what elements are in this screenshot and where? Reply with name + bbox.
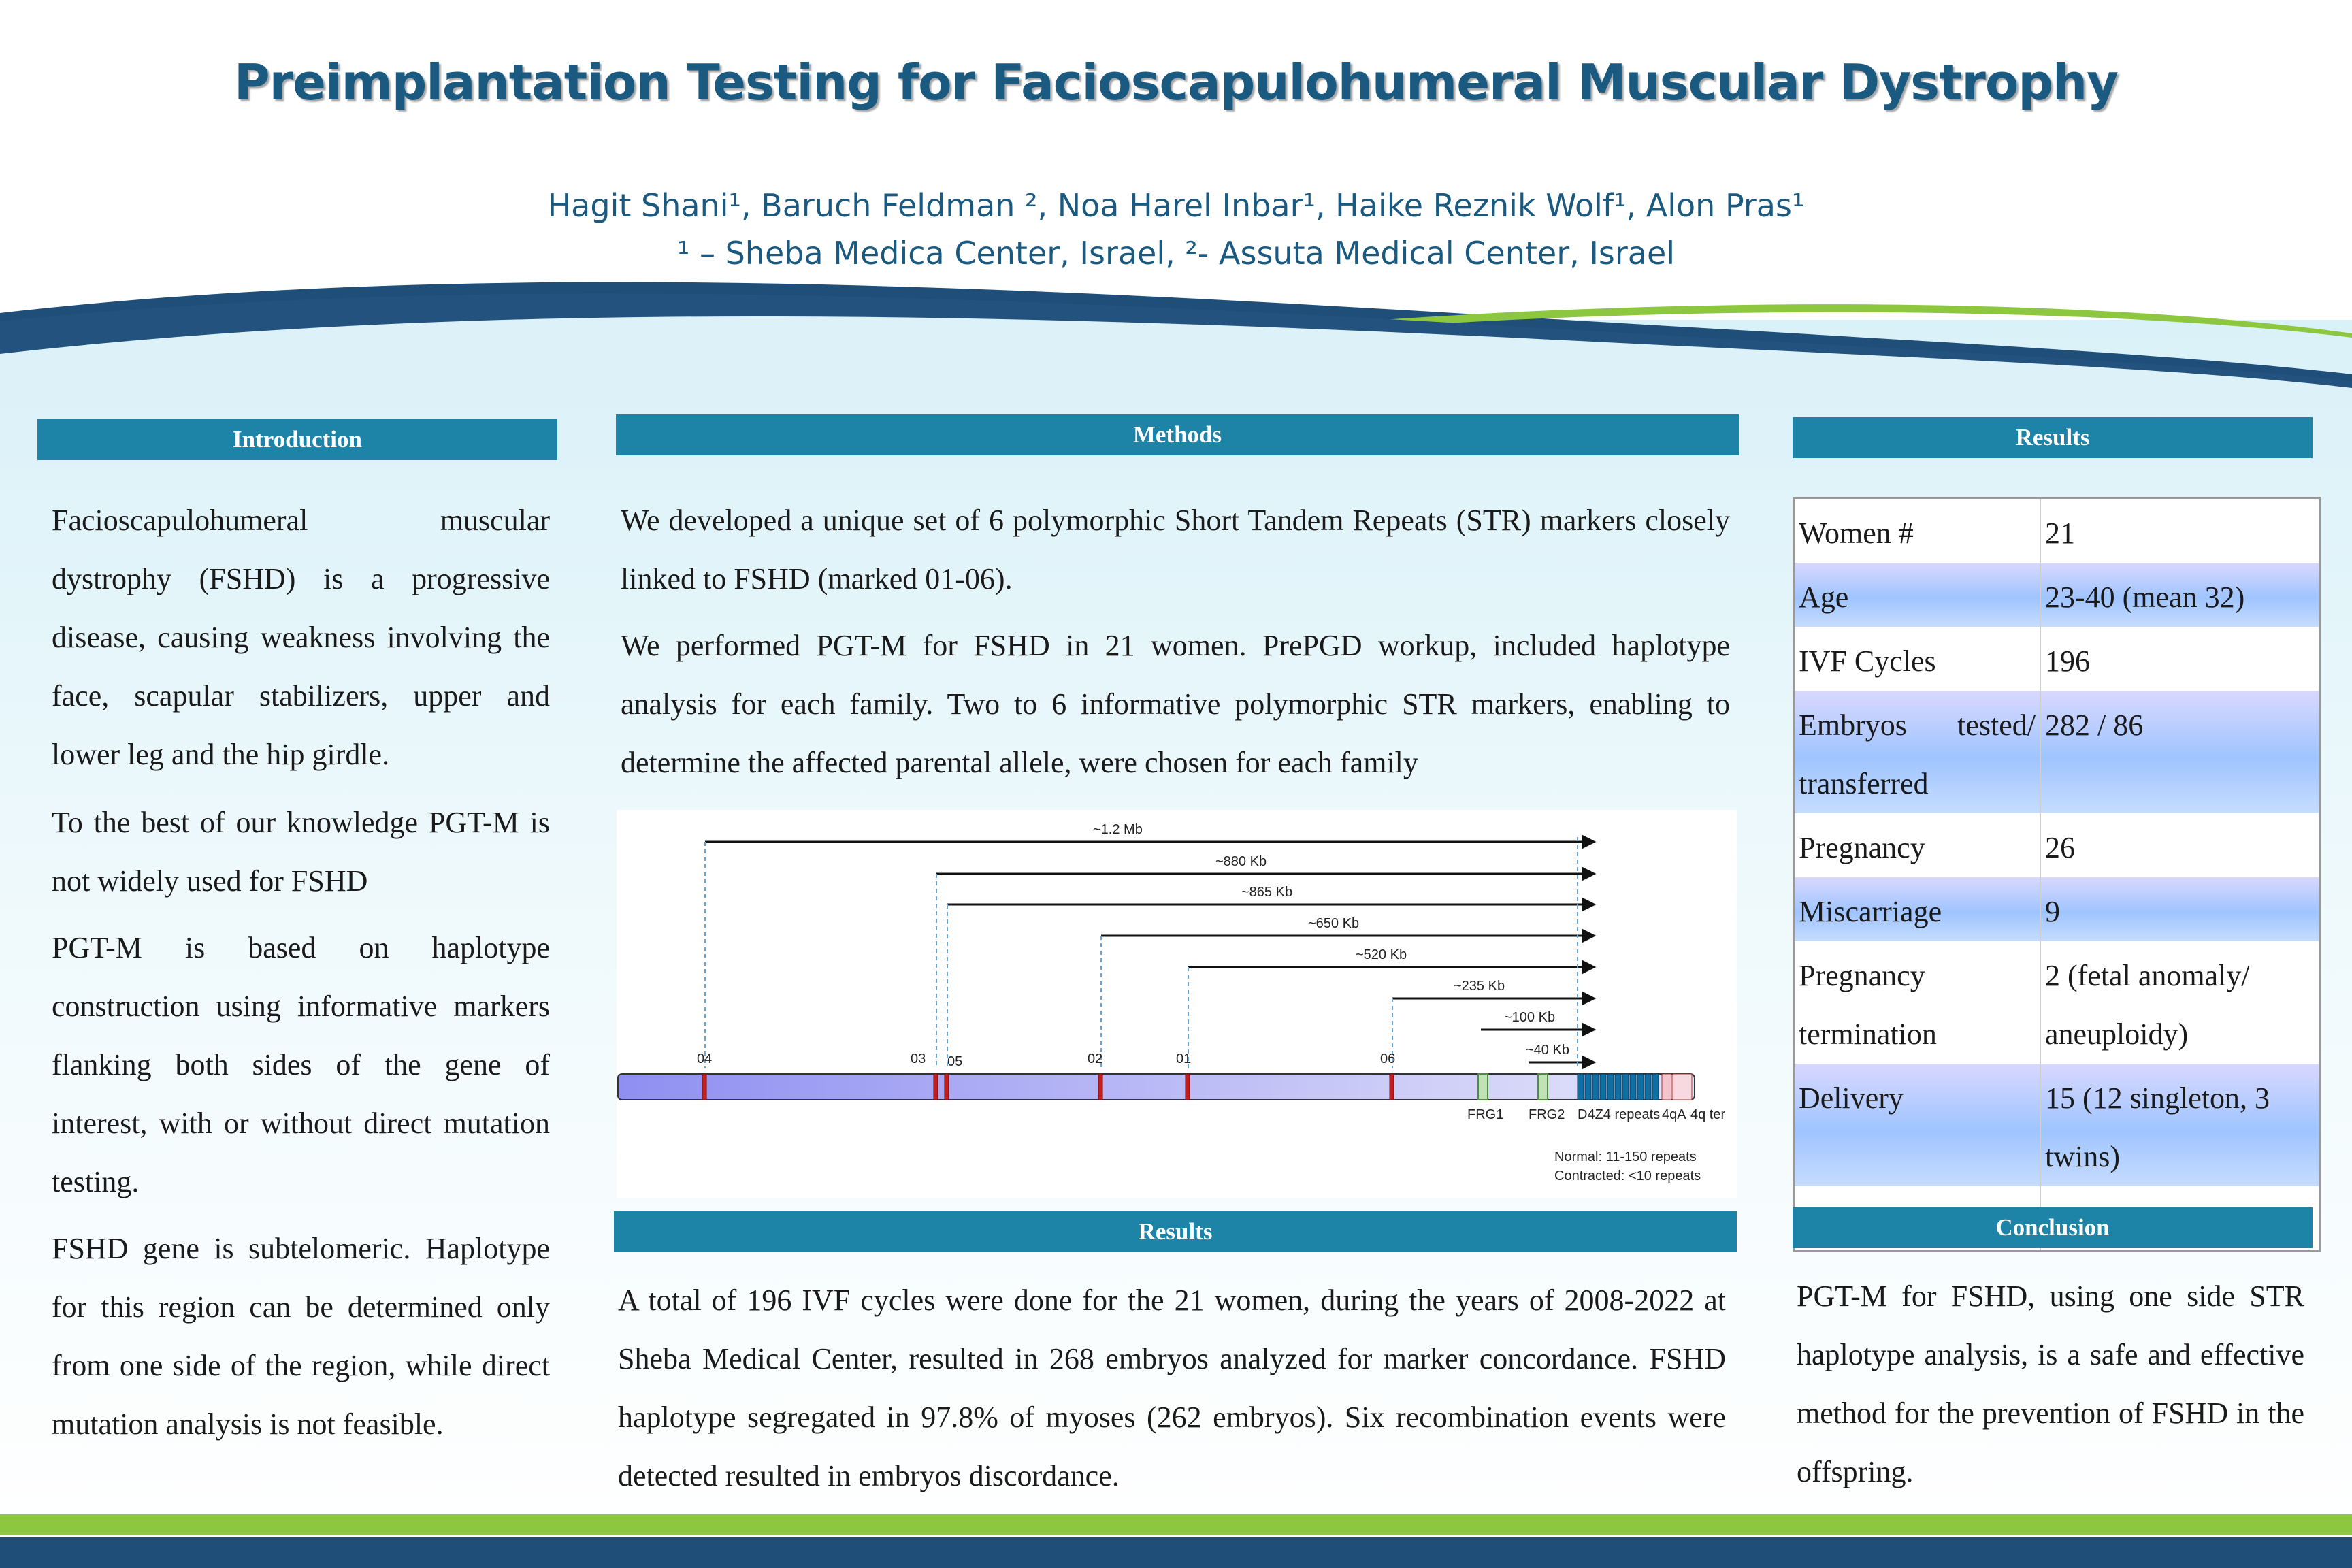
table-row: Miscarriage 9 xyxy=(1793,877,2320,941)
region-label: FRG1 xyxy=(1467,1107,1503,1122)
table-key: Embryos tested/ transferred xyxy=(1793,691,2041,813)
footer-green-stripe xyxy=(0,1514,2352,1535)
frg1-region xyxy=(1477,1073,1488,1100)
methods-heading: Methods xyxy=(616,414,1739,455)
conclusion-paragraph: PGT-M for FSHD, using one side STR haplo… xyxy=(1797,1279,2304,1488)
table-key: IVF Cycles xyxy=(1793,627,2041,691)
intro-paragraph: Facioscapulohumeral muscular dystrophy (… xyxy=(52,504,550,771)
intro-paragraph: PGT-M is based on haplotype construction… xyxy=(52,931,550,1198)
region-label: D4Z4 repeats xyxy=(1578,1107,1660,1122)
marker-label: 06 xyxy=(1380,1051,1395,1066)
results-middle-paragraph: A total of 196 IVF cycles were done for … xyxy=(618,1284,1726,1492)
conclusion-heading: Conclusion xyxy=(1793,1207,2313,1248)
table-row: Pregnancy 26 xyxy=(1793,813,2320,877)
chromosome-bar xyxy=(617,1073,1695,1100)
dashed-guides xyxy=(704,837,1578,1068)
marker-label: 01 xyxy=(1176,1051,1191,1066)
table-key: Pregnancy termination xyxy=(1793,941,2041,1064)
region-label: 4q ter xyxy=(1690,1107,1725,1122)
distance-arrows xyxy=(705,834,1597,1070)
4qa-region xyxy=(1661,1073,1672,1100)
table-row: Embryos tested/ transferred 282 / 86 xyxy=(1793,691,2320,813)
authors-line: Hagit Shani¹, Baruch Feldman ², Noa Hare… xyxy=(547,187,1805,224)
results-middle-heading: Results xyxy=(614,1211,1737,1252)
distance-label: ~235 Kb xyxy=(1454,979,1505,994)
marker-ticks xyxy=(702,1073,1394,1100)
marker-map-svg: ~1.2 Mb ~880 Kb ~865 Kb ~650 Kb ~520 Kb … xyxy=(617,822,1725,1183)
table-row: Age 23-40 (mean 32) xyxy=(1793,563,2320,627)
distance-label: ~1.2 Mb xyxy=(1093,822,1143,837)
distance-label: ~100 Kb xyxy=(1504,1010,1555,1025)
distance-label: ~880 Kb xyxy=(1215,854,1267,869)
marker-label: 05 xyxy=(947,1054,962,1069)
poster-title: Preimplantation Testing for Facioscapulo… xyxy=(233,54,2119,111)
footer-blue-stripe xyxy=(0,1537,2352,1568)
table-key: Miscarriage xyxy=(1793,877,2041,941)
repeat-note: Normal: 11-150 repeats xyxy=(1554,1149,1697,1164)
region-label: 4qA xyxy=(1662,1107,1686,1122)
table-key: Pregnancy xyxy=(1793,813,2041,877)
repeat-note: Contracted: <10 repeats xyxy=(1554,1169,1701,1183)
table-value: 282 / 86 xyxy=(2040,691,2320,813)
intro-paragraph: FSHD gene is subtelomeric. Haplotype for… xyxy=(52,1232,550,1441)
methods-paragraph: We developed a unique set of 6 polymorph… xyxy=(621,504,1730,595)
table-row: IVF Cycles 196 xyxy=(1793,627,2320,691)
region-label: FRG2 xyxy=(1529,1107,1565,1122)
4qter-region xyxy=(1672,1073,1693,1100)
intro-paragraph: To the best of our knowledge PGT-M is no… xyxy=(52,806,550,898)
distance-label: ~650 Kb xyxy=(1308,916,1359,931)
table-value: 23-40 (mean 32) xyxy=(2040,563,2320,627)
table-value: 196 xyxy=(2045,644,2090,678)
introduction-heading: Introduction xyxy=(37,419,557,460)
frg2-region xyxy=(1537,1073,1548,1100)
header-wave xyxy=(0,282,2352,408)
table-value: 9 xyxy=(2040,877,2320,941)
table-value: 2 (fetal anomaly/ aneuploidy) xyxy=(2045,959,2250,1051)
marker-label: 02 xyxy=(1088,1051,1102,1066)
d4z4-repeats xyxy=(1577,1073,1659,1100)
table-row: Women # 21 xyxy=(1793,497,2320,563)
distance-label: ~40 Kb xyxy=(1526,1043,1569,1058)
marker-label: 04 xyxy=(697,1051,712,1066)
distance-label: ~520 Kb xyxy=(1356,947,1407,962)
methods-paragraph: We performed PGT-M for FSHD in 21 women.… xyxy=(621,629,1730,779)
table-value: 21 xyxy=(2045,517,2075,550)
results-table: Women # 21 Age 23-40 (mean 32) IVF Cycle… xyxy=(1793,497,2321,1252)
distance-label: ~865 Kb xyxy=(1241,885,1292,900)
results-right-heading: Results xyxy=(1793,417,2313,458)
affiliations-line: ¹ – Sheba Medica Center, Israel, ²- Assu… xyxy=(676,235,1676,272)
table-row: Delivery 15 (12 singleton, 3 twins) xyxy=(1793,1064,2320,1186)
table-key: Women # xyxy=(1793,497,2041,563)
table-value: 26 xyxy=(2045,831,2075,864)
table-key: Delivery xyxy=(1793,1064,2041,1186)
table-key: Age xyxy=(1793,563,2041,627)
table-value: 15 (12 singleton, 3 twins) xyxy=(2040,1064,2320,1186)
marker-label: 03 xyxy=(911,1051,926,1066)
footer-bars xyxy=(0,1514,2352,1568)
table-row: Pregnancy termination 2 (fetal anomaly/ … xyxy=(1793,941,2320,1064)
fshd-marker-map: ~1.2 Mb ~880 Kb ~865 Kb ~650 Kb ~520 Kb … xyxy=(617,810,1737,1198)
